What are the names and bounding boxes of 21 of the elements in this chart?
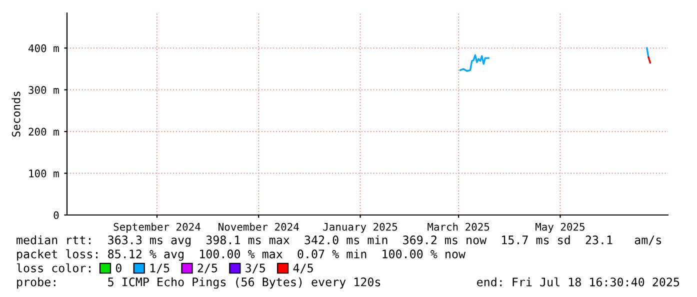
legend-label: 2/5 <box>198 264 218 274</box>
text: end: Fri Jul 18 16:30:40 2025 <box>477 277 680 286</box>
legend-label: 0 <box>116 264 122 272</box>
x-tick-label: November 2024 <box>218 222 299 231</box>
y-axis-title: Seconds <box>12 92 20 137</box>
x-tick-label: January 2025 <box>323 222 398 233</box>
text: probe: 5 ICMP Echo Pings (56 Bytes) every 120s <box>17 277 380 289</box>
y-tick-label: 100 m <box>29 170 59 178</box>
x-tick-label: May 2025 <box>536 222 584 233</box>
x-tick-label: March 2025 <box>428 222 490 231</box>
y-tick-label: 400 m <box>28 44 59 52</box>
text: median rtt: 363.3 ms avg 398.1 ms max 342.0 ms min 369.2 ms now 15.7 ms sd 23.1 am/s <box>16 235 662 247</box>
legend-label: 3/5 <box>246 264 265 274</box>
x-tick-label: September 2024 <box>114 222 200 233</box>
y-tick-label: 200 m <box>28 128 59 136</box>
y-tick-label: 0 <box>54 211 59 220</box>
text: packet loss: 85.12 % avg 100.00 % max 0.07 % min 100.00 % now <box>17 249 466 261</box>
legend-title: loss color: <box>16 263 90 272</box>
y-tick-label: 300 m <box>28 86 59 94</box>
legend-label: 1/5 <box>150 264 170 274</box>
legend-label: 4/5 <box>293 264 313 274</box>
